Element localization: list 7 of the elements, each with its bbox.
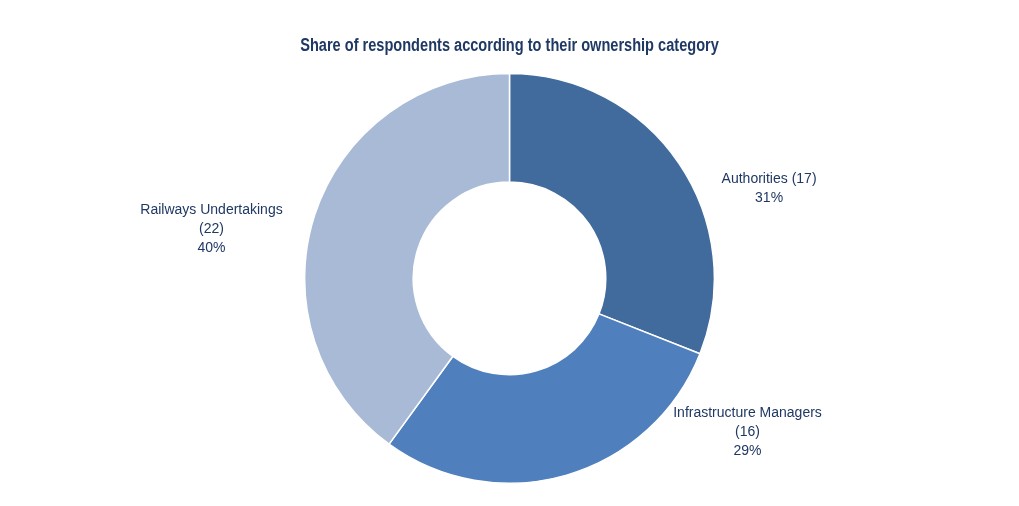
slice-label: Railways Undertakings (22) xyxy=(140,200,283,236)
data-label: 29% xyxy=(733,441,762,458)
data-label: 40% xyxy=(197,238,226,255)
slice-label: Authorities (17) xyxy=(721,169,817,186)
slice-label: Infrastructure Managers (16) xyxy=(673,403,822,439)
chart-title: Share of respondents according to their ownership category xyxy=(300,33,720,56)
data-label: 31% xyxy=(755,188,784,205)
